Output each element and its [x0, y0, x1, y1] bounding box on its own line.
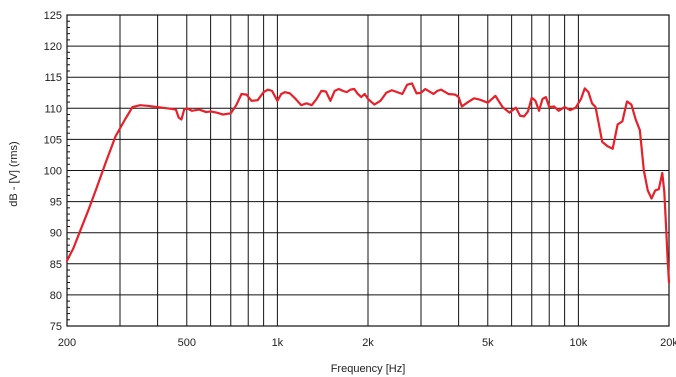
x-tick-label: 200: [58, 337, 76, 349]
x-tick-label: 20k: [660, 337, 676, 349]
plot-frame: [66, 14, 670, 327]
y-tick-label: 100: [44, 166, 62, 178]
y-axis-label: dB - [V] (rms): [8, 141, 20, 206]
response-curve: [65, 82, 671, 284]
y-tick-label: 80: [50, 290, 62, 302]
x-tick-label: 10k: [570, 337, 588, 349]
y-tick-label: 75: [50, 321, 62, 333]
gridlines: [67, 15, 669, 326]
y-tick-label: 90: [50, 228, 62, 240]
y-tick-label: 120: [44, 41, 62, 53]
x-tick-label: 500: [178, 337, 196, 349]
x-tick-labels: 200 500 1k 2k 5k 10k 20k: [58, 337, 676, 349]
y-tick-label: 110: [44, 103, 62, 115]
y-tick-label: 115: [44, 72, 62, 84]
x-tick-label: 1k: [272, 337, 284, 349]
x-axis-label: Frequency [Hz]: [331, 363, 406, 375]
y-tick-label: 125: [44, 10, 62, 22]
y-tick-label: 95: [50, 197, 62, 209]
y-tick-labels: 75 80 85 90 95 100 105 110 115 120 125: [44, 10, 62, 333]
x-tick-label: 5k: [482, 337, 494, 349]
y-tick-label: 85: [50, 259, 62, 271]
y-tick-label: 105: [44, 134, 62, 146]
x-tick-label: 2k: [362, 337, 374, 349]
